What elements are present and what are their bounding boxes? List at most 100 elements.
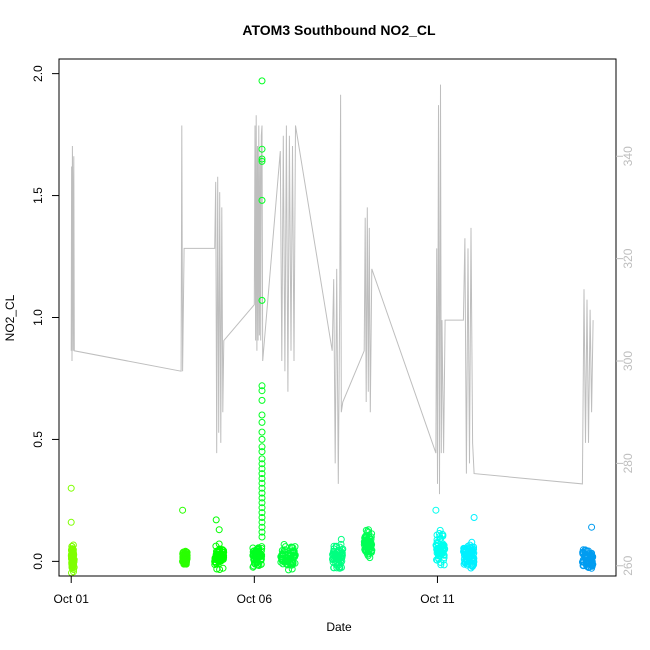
data-point-cluster-1 [182,556,190,564]
data-point-cluster-1 [182,551,190,559]
data-point [67,518,75,526]
data-point-cluster-9 [585,549,593,557]
data-point-cluster-5 [333,555,341,563]
data-point [258,418,266,426]
data-point-cluster-7 [440,561,448,569]
data-point [258,435,266,443]
data-point [258,443,266,451]
data-point-cluster-8 [460,544,468,552]
data-point [215,526,223,534]
data-point [258,157,266,165]
data-point-cluster-4 [287,551,295,559]
data-point [258,455,266,463]
data-point [258,484,266,492]
y2-tick-label: 340 [621,146,635,166]
data-point [258,518,266,526]
data-point-cluster-0 [68,560,76,568]
data-point-cluster-7 [435,554,442,562]
data-point-cluster-8 [465,557,473,565]
x-axis: Oct 01 Oct 06 Oct 11 [54,576,455,606]
data-point [258,448,266,456]
y-tick-label: 1.0 [31,309,45,326]
data-point [258,504,266,512]
data-point [258,489,266,497]
data-point-cluster-4 [289,544,297,552]
data-point [258,428,266,436]
x-tick-label: Oct 01 [54,592,90,606]
data-point [258,396,266,404]
data-point-cluster-3 [250,553,258,561]
data-point-cluster-6 [362,547,369,555]
data-point [258,387,266,395]
data-point-cluster-5 [329,555,336,563]
data-point [258,523,266,531]
data-point [67,484,75,492]
data-point-cluster-7 [438,543,446,551]
data-point-cluster-6 [364,528,372,535]
data-point [258,509,266,517]
data-point-cluster-0 [68,543,76,550]
data-point [258,382,266,390]
data-point-cluster-2 [212,556,220,563]
data-point-cluster-4 [282,556,290,564]
data-point-cluster-8 [470,555,478,563]
y2-tick-label: 320 [621,248,635,268]
data-point [588,523,596,531]
data-point [258,514,266,521]
data-point-cluster-5 [336,563,344,571]
data-point [337,535,345,543]
data-point-cluster-2 [220,553,228,561]
data-point [258,460,266,468]
data-point-cluster-3 [253,545,261,553]
data-point-cluster-6 [367,539,375,547]
data-point-cluster-5 [336,550,344,558]
data-point-cluster-7 [436,526,444,534]
data-point-cluster-4 [282,543,289,551]
data-point-cluster-6 [362,526,370,534]
data-point [212,516,220,524]
data-point-cluster-0 [69,551,77,559]
data-point-cluster-2 [212,550,220,558]
data-point-cluster-8 [468,547,476,554]
data-point [258,196,266,204]
y-tick-label: 2.0 [31,65,45,82]
data-point-cluster-6 [368,530,376,538]
data-point-cluster-4 [288,565,296,573]
scatter-layer [67,77,597,577]
y-tick-label: 0.5 [31,431,45,448]
data-point [470,514,478,521]
data-point [258,494,266,502]
data-point-cluster-9 [584,558,592,566]
data-point-cluster-8 [460,549,468,557]
data-point-cluster-4 [278,551,286,559]
data-point [258,465,266,473]
data-point-cluster-0 [70,568,77,576]
y2-tick-label: 280 [621,453,635,473]
data-point-cluster-3 [258,551,266,559]
data-point [258,470,266,478]
data-point-cluster-9 [588,553,595,561]
data-point-cluster-5 [338,554,346,562]
data-point [258,528,266,536]
data-point-cluster-3 [250,562,258,570]
secondary-line-layer [70,84,594,495]
x-tick-label: Oct 11 [420,592,455,606]
y2-tick-label: 260 [621,555,635,575]
data-point-cluster-0 [67,551,75,558]
x-axis-label: Date [326,620,352,634]
data-point-cluster-2 [216,566,224,573]
data-point-cluster-2 [212,560,220,568]
data-point [432,506,440,514]
data-point-cluster-7 [437,561,445,569]
y-axis: 0.0 0.5 1.0 1.5 2.0 [31,65,59,570]
data-point [258,155,266,163]
data-point [258,499,266,507]
data-point-cluster-0 [69,557,77,565]
data-point-cluster-5 [337,540,345,548]
data-point [258,145,266,153]
data-point [258,475,266,482]
data-point-cluster-3 [257,560,265,568]
chart-title: ATOM3 Southbound NO2_CL [242,22,436,38]
y2-axis: 260 280 300 320 340 [616,146,635,576]
